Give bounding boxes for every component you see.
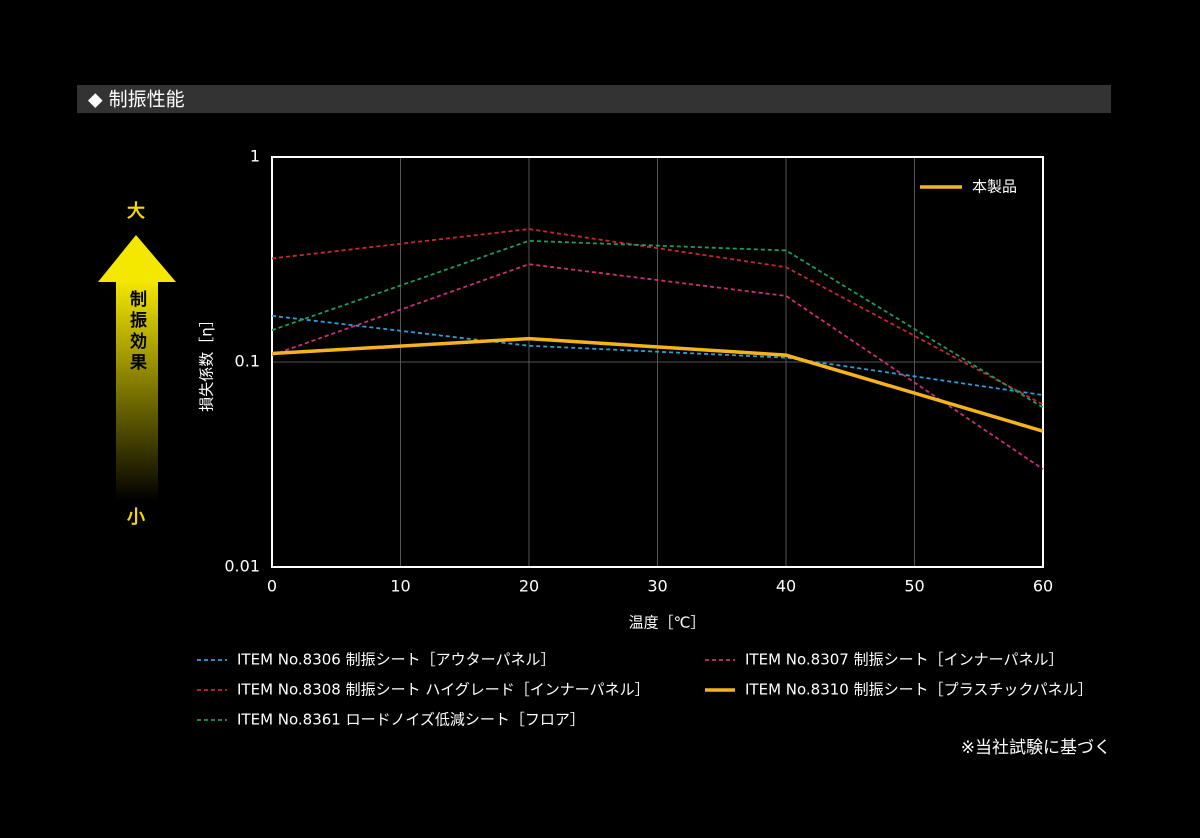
scale-label: 制振効果 — [126, 289, 147, 374]
arrow-shaft — [116, 281, 158, 501]
header-title: ◆ 制振性能 — [88, 89, 185, 111]
series-line — [271, 314, 1044, 396]
x-tick-label: 10 — [390, 577, 410, 596]
x-tick-label: 40 — [776, 577, 796, 596]
plot-frame — [271, 156, 1044, 568]
x-tick-label: 60 — [1033, 577, 1053, 596]
scale-low: 小 — [127, 507, 145, 528]
series-line — [271, 336, 1044, 433]
x-tick-label: 50 — [904, 577, 924, 596]
x-axis-label: 温度［℃］ — [629, 614, 706, 632]
arrow-head — [98, 235, 176, 282]
y-tick-label: 1 — [250, 147, 260, 166]
legend-label: ITEM No.8308 制振シート ハイグレード［インナーパネル］ — [237, 681, 650, 699]
legend-label: ITEM No.8361 ロードノイズ低減シート［フロア］ — [237, 711, 585, 729]
legend-label: ITEM No.8306 制振シート［アウターパネル］ — [237, 651, 555, 669]
legend-label: ITEM No.8310 制振シート［プラスチックパネル］ — [745, 681, 1093, 699]
series-line — [271, 228, 1044, 406]
y-tick-label: 0.01 — [224, 557, 260, 576]
legend-label: ITEM No.8307 制振シート［インナーパネル］ — [745, 651, 1063, 669]
header-bar — [77, 85, 1111, 113]
series-line — [271, 263, 1044, 470]
footnote: ※当社試験に基づく — [961, 738, 1111, 758]
y-axis-label: 損失係数［η］ — [198, 312, 216, 412]
series-line — [271, 239, 1044, 409]
inset-legend-label: 本製品 — [972, 178, 1017, 196]
x-tick-label: 0 — [267, 577, 277, 596]
scale-high: 大 — [127, 200, 145, 222]
x-tick-label: 30 — [647, 577, 667, 596]
x-tick-label: 20 — [519, 577, 539, 596]
y-tick-label: 0.1 — [235, 352, 260, 371]
